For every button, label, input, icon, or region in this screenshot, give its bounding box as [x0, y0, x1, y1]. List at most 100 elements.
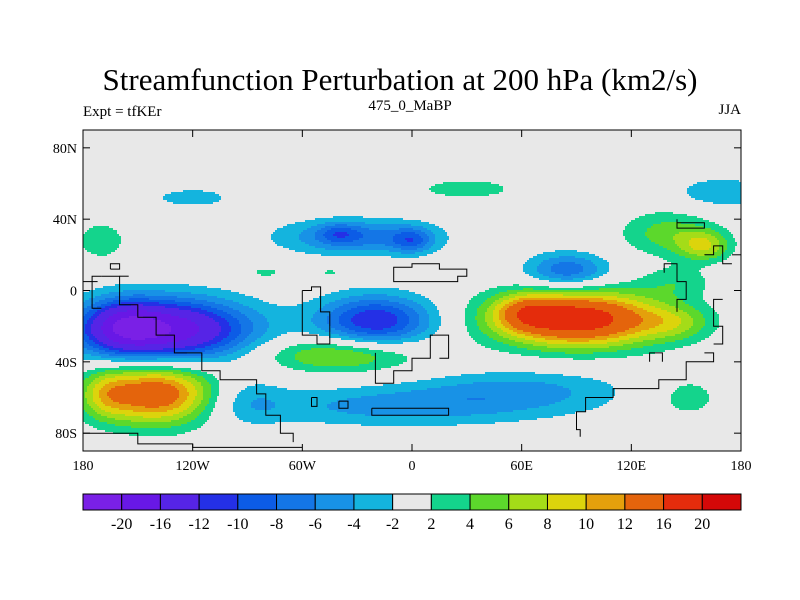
contour-band — [427, 234, 435, 236]
contour-band — [193, 400, 201, 402]
contour-band — [157, 358, 237, 360]
contour-band — [565, 398, 613, 400]
contour-band — [579, 272, 595, 274]
contour-band — [645, 214, 687, 216]
contour-band — [83, 408, 93, 410]
contour-band — [179, 340, 209, 342]
contour-band — [711, 228, 727, 230]
contour-band — [361, 396, 569, 398]
contour-band — [83, 346, 93, 348]
contour-band — [325, 330, 341, 332]
contour-band — [399, 302, 417, 304]
coastline — [704, 245, 732, 265]
contour-band — [541, 262, 559, 264]
contour-band — [141, 382, 163, 384]
contour-band — [423, 246, 431, 248]
contour-band — [551, 270, 583, 272]
contour-band — [207, 380, 219, 382]
contour-band — [253, 330, 267, 332]
contour-band — [95, 288, 221, 290]
contour-band — [201, 400, 209, 402]
contour-band — [537, 268, 551, 270]
contour-band — [119, 408, 173, 410]
contour-band — [83, 244, 119, 246]
contour-band — [655, 242, 675, 244]
contour-band — [229, 334, 239, 336]
contour-band — [559, 256, 575, 258]
contour-band — [207, 310, 223, 312]
contour-band — [315, 234, 323, 236]
contour-band — [341, 324, 355, 326]
contour-band — [261, 274, 271, 276]
contour-band — [89, 338, 97, 340]
center-string: 475_0_MaBP — [368, 98, 452, 114]
contour-band — [87, 334, 93, 336]
colorbar-swatch — [82, 493, 123, 511]
contour-band — [539, 272, 555, 274]
contour-band — [477, 308, 487, 310]
contour-band — [89, 298, 105, 300]
contour-band — [413, 300, 431, 302]
contour-band — [225, 298, 259, 300]
contour-band — [413, 228, 427, 230]
contour-band — [669, 304, 689, 306]
contour-band — [321, 254, 427, 256]
contour-band — [83, 378, 85, 380]
contour-band — [461, 374, 563, 376]
contour-band — [87, 412, 97, 414]
contour-band — [119, 402, 173, 404]
contour-band — [359, 300, 389, 302]
contour-band — [83, 356, 101, 358]
contour-band — [339, 316, 353, 318]
contour-band — [681, 322, 693, 324]
contour-band — [493, 330, 503, 332]
contour-band — [201, 382, 209, 384]
contour-band — [419, 234, 427, 236]
contour-band — [405, 238, 413, 240]
contour-band — [725, 250, 735, 252]
contour-band — [521, 320, 613, 322]
contour-band — [89, 424, 115, 426]
y-tick-label: 40S — [55, 356, 77, 371]
contour-band — [681, 332, 697, 334]
contour-band — [113, 330, 171, 332]
contour-band — [333, 234, 349, 236]
contour-band — [93, 320, 105, 322]
contour-band — [469, 332, 483, 334]
contour-band — [341, 338, 363, 340]
contour-band — [301, 350, 353, 352]
contour-band — [257, 272, 275, 274]
contour-band — [83, 384, 89, 386]
contour-band — [533, 256, 559, 258]
contour-band — [93, 416, 107, 418]
contour-band — [403, 328, 415, 330]
contour-band — [687, 188, 741, 190]
contour-band — [195, 408, 205, 410]
contour-band — [395, 314, 407, 316]
contour-band — [295, 356, 375, 358]
contour-band — [83, 402, 87, 404]
contour-band — [343, 312, 359, 314]
contour-band — [109, 316, 129, 318]
contour-band — [83, 234, 119, 236]
contour-band — [687, 312, 701, 314]
contour-band — [505, 326, 513, 328]
contour-band — [189, 392, 197, 394]
colorbar-label: -8 — [270, 516, 283, 533]
contour-band — [175, 350, 205, 352]
contour-band — [165, 194, 219, 196]
contour-band — [625, 226, 651, 228]
contour-band — [257, 398, 265, 400]
contour-band — [355, 330, 397, 332]
contour-band — [467, 326, 479, 328]
contour-band — [707, 180, 739, 182]
contour-band — [103, 346, 113, 348]
contour-band — [353, 350, 383, 352]
coastline — [91, 275, 102, 309]
contour-band — [85, 324, 91, 326]
colorbar-label: -4 — [347, 516, 360, 533]
contour-band — [435, 238, 449, 240]
contour-band — [695, 224, 719, 226]
colorbar-label: 12 — [617, 516, 633, 533]
